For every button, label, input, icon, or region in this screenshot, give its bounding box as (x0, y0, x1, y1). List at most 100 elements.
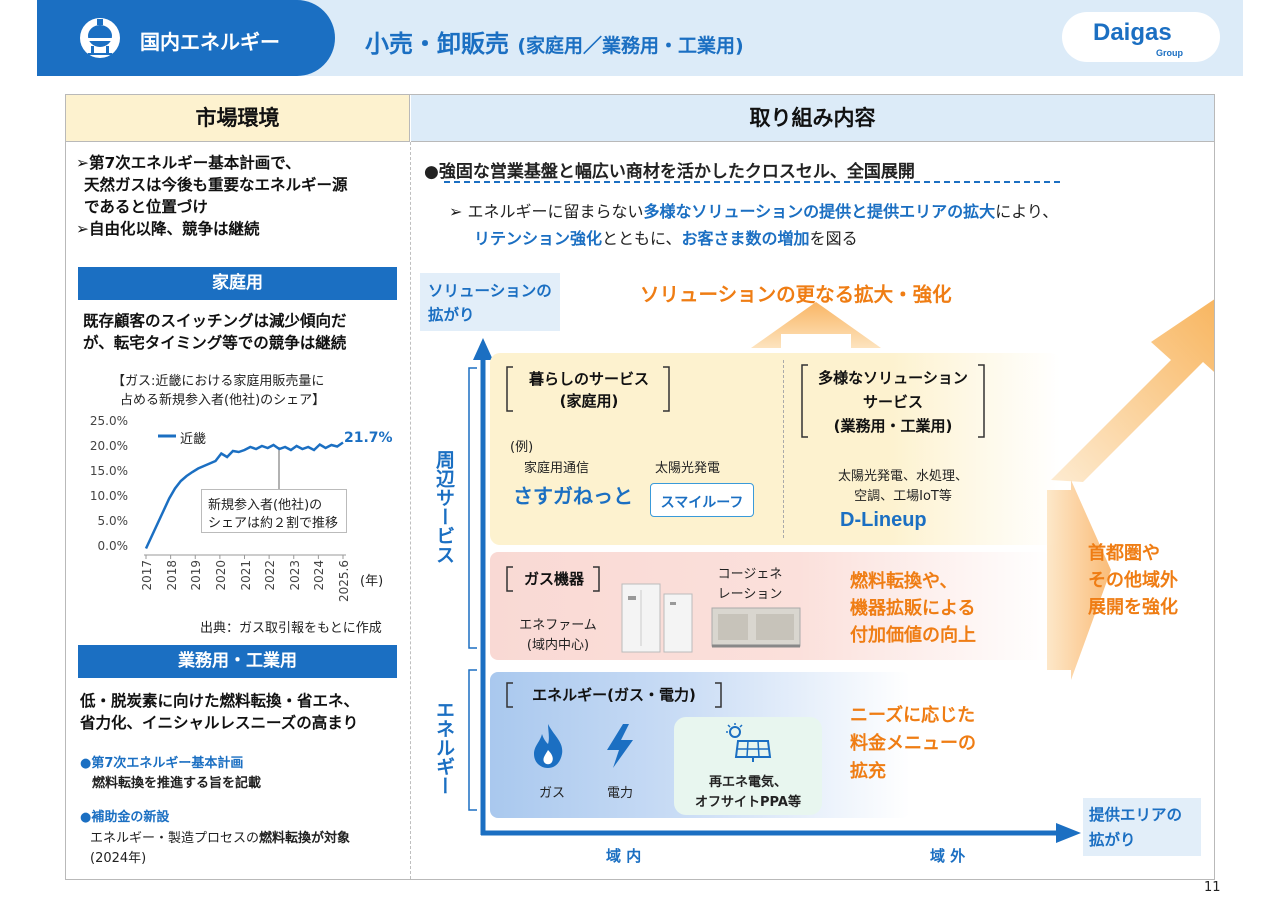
sub-em3: お客さま数の増加 (681, 229, 810, 248)
sub-em1: 多様なソリューションの提供と提供エリアの拡大 (643, 202, 996, 221)
callout-line-1: 新規参入者(他社)の (208, 498, 323, 513)
right-bullet-underline (444, 181, 1060, 183)
biz-bullet-2-year: (2024年) (90, 851, 147, 866)
x-tick-label: 2024 (312, 560, 327, 591)
x-label-inside: 域 内 (606, 847, 642, 865)
gas-label: ガス (538, 786, 565, 801)
daigas-logo-group: Group (1156, 48, 1183, 58)
x-axis-label-1: 提供エリアの (1089, 806, 1183, 824)
equip-title: ガス機器 (523, 570, 584, 588)
services-divider (783, 360, 784, 538)
y-tick-5: 5.0% (97, 514, 129, 528)
content-frame (65, 94, 1215, 880)
biz-bullet-2-text: エネルギー・製造プロセスの燃料転換が対象 (90, 827, 350, 846)
energy-menu-2: 料金メニューの (850, 733, 976, 754)
lightning-icon (607, 724, 633, 768)
energy-title-bracket (506, 682, 722, 708)
biz-bullet-1-title: ●第7次エネルギー基本計画 (80, 756, 244, 771)
life-item-solar: 太陽光発電 (655, 461, 721, 476)
life-title-2: (家庭用) (559, 392, 619, 410)
last-value-label: 21.7% (344, 430, 393, 446)
bracket-services (468, 367, 477, 649)
x-tick-label: 2017 (140, 560, 154, 591)
cogen-label-2: レーション (717, 587, 783, 602)
daigas-logo: Daigas (1093, 19, 1172, 46)
right-main-bullet: ●強固な営業基盤と幅広い商材を活かしたクロスセル、全国展開 (424, 162, 915, 182)
x-tick-label: 2025.6 (337, 560, 351, 602)
page-title-sub: (家庭用／業務用・工業用) (517, 35, 744, 57)
sasuga-net-logo: さすガねっと (513, 484, 633, 508)
right-arrow-label-3: 展開を強化 (1088, 597, 1178, 618)
biz-band: 業務用・工業用 (78, 645, 397, 678)
life-title-bracket (506, 366, 670, 412)
callout-line-2: シェアは約２割で推移 (208, 516, 339, 531)
chart-x-labels: 2017 2018 2019 2020 2021 2022 2023 2024 2025.6 (138, 560, 358, 610)
x-label-outside: 域 外 (930, 847, 966, 865)
y-tick-10: 10.0% (89, 489, 128, 503)
y-axis-arrowhead (473, 338, 493, 360)
sub-prefix: ➢ エネルギーに留まらない (449, 202, 644, 221)
sub-suffix: を図る (809, 229, 858, 248)
enefarm-unit-icon (621, 583, 693, 653)
x-tick-label: 2019 (189, 560, 204, 591)
v-label-energy: エネルギー (433, 700, 455, 795)
share-line-chart (144, 434, 346, 559)
x-tick-label: 2022 (263, 560, 278, 591)
life-item-telecom: 家庭用通信 (524, 461, 590, 476)
right-arrow-label-2: その他域外 (1088, 570, 1178, 591)
y-tick-25: 25.0% (89, 414, 128, 428)
equip-value-3: 付加価値の向上 (850, 625, 976, 646)
y-axis-label-1: ソリューションの (428, 282, 552, 300)
intro-line-1: ➢第7次エネルギー基本計画で、 (76, 154, 301, 172)
x-axis-unit: (年) (360, 574, 384, 589)
biz-bullet-2-title: ●補助金の新設 (80, 810, 170, 825)
diagram-arrows (468, 299, 1214, 843)
solution-title-1: 多様なソリューション (818, 369, 968, 387)
page-title-main: 小売・卸販売 (365, 30, 509, 58)
callout-box: 新規参入者(他社)の シェアは約２割で推移 (201, 489, 347, 533)
chart-title-1: 【ガス:近畿における家庭用販売量に (112, 374, 325, 389)
right-arrow-label-1: 首都圏や (1088, 543, 1160, 564)
home-desc-1: 既存顧客のスイッチングは減少傾向だ (83, 312, 347, 330)
equip-value-2: 機器拡販による (850, 598, 976, 619)
energy-title: エネルギー(ガス・電力) (532, 686, 696, 704)
y-axis-label-box: ソリューションの 拡がり (420, 273, 560, 331)
solar-panel-icon (726, 723, 772, 762)
flame-icon (534, 724, 563, 768)
equip-value-1: 燃料転換や、 (850, 571, 958, 592)
y-axis-label-2: 拡がり (428, 306, 475, 324)
header-section-label: 国内エネルギー (140, 30, 280, 54)
home-desc-2: が、転宅タイミング等での競争は継続 (83, 334, 347, 352)
series-line-kinki (144, 441, 344, 550)
right-heading: 取り組み内容 (411, 95, 1214, 142)
sub-mid: により、 (995, 202, 1059, 221)
renewable-label-1: 再エネ電気、 (708, 775, 787, 790)
column-divider (410, 142, 411, 879)
v-label-services: 周辺サービス (433, 450, 455, 564)
life-example-label: (例) (510, 440, 534, 455)
cogen-unit-icon (711, 607, 801, 648)
enefarm-label-2: (域内中心) (526, 638, 590, 653)
intro-line-4: ➢自由化以降、競争は継続 (76, 220, 260, 238)
y-tick-0: 0.0% (97, 539, 129, 553)
x-axis-label-box: 提供エリアの 拡がり (1083, 798, 1201, 856)
left-heading: 市場環境 (66, 95, 410, 142)
logo-box (1062, 12, 1220, 62)
x-tick-label: 2018 (164, 560, 179, 591)
biz-bullet-2-text-a: エネルギー・製造プロセスの (90, 831, 260, 846)
chart-title-2: 占める新規参入者(他社)のシェア】 (120, 393, 326, 408)
home-band: 家庭用 (78, 267, 397, 300)
solution-desc-1: 太陽光発電、水処理、 (837, 469, 968, 484)
diagonal-arrow-icon (1051, 299, 1214, 482)
right-sub-line-1: ➢ エネルギーに留まらない多様なソリューションの提供と提供エリアの拡大により、 (449, 198, 1058, 222)
solution-desc-2: 空調、工場IoT等 (854, 489, 952, 504)
legend-label: 近畿 (180, 432, 207, 447)
y-tick-20: 20.0% (89, 439, 128, 453)
right-sub-line-2: リテンション強化とともに、お客さま数の増加を図る (474, 225, 858, 249)
solution-title-3: (業務用・工業用) (833, 417, 953, 435)
life-title-1: 暮らしのサービス (528, 370, 649, 388)
smile-roof-logo: スマイルーフ (660, 495, 744, 511)
power-label: 電力 (606, 786, 633, 801)
biz-desc-2: 省力化、イニシャルレスニーズの高まり (80, 714, 359, 732)
intro-line-3: であると位置づけ (84, 198, 208, 216)
